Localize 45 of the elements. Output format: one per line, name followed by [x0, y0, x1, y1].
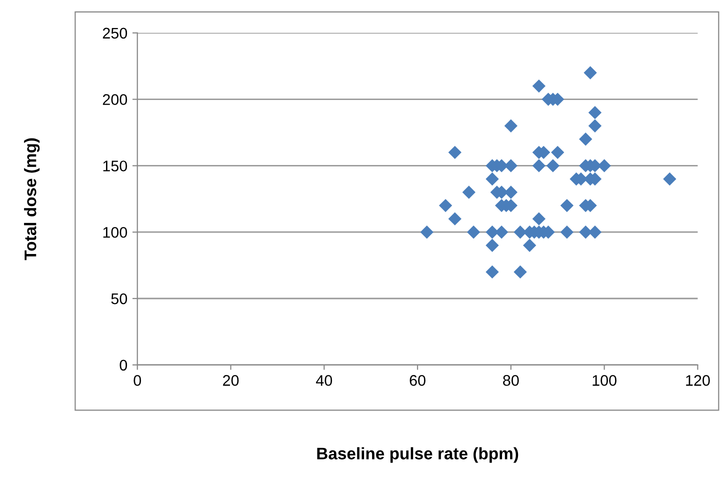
- x-tick-label: 100: [592, 375, 616, 386]
- y-tick-label: 100: [103, 226, 128, 238]
- x-tick-label: 80: [503, 375, 519, 386]
- point: [532, 159, 546, 172]
- point: [584, 66, 597, 80]
- x-tick-label: 60: [410, 375, 426, 386]
- point: [486, 172, 499, 186]
- point: [514, 265, 527, 279]
- y-tick-label: 200: [102, 94, 128, 105]
- point: [579, 132, 592, 146]
- point: [598, 159, 611, 172]
- x-tick-label: 20: [223, 375, 239, 386]
- y-tick-label: 0: [120, 360, 128, 371]
- y-axis-title: Total dose (mg): [24, 138, 40, 260]
- point: [438, 198, 452, 212]
- point: [448, 146, 462, 160]
- point: [462, 186, 476, 199]
- point: [588, 226, 602, 239]
- point: [466, 226, 480, 239]
- point: [486, 238, 499, 252]
- x-tick-label: 40: [316, 375, 332, 386]
- y-tick-label: 150: [103, 160, 128, 172]
- point: [486, 265, 499, 279]
- point: [448, 212, 462, 226]
- point: [532, 212, 546, 226]
- point: [532, 79, 546, 93]
- x-axis-title: Baseline pulse rate (bpm): [317, 447, 518, 463]
- point: [504, 119, 518, 132]
- point: [560, 226, 574, 239]
- point: [504, 159, 518, 172]
- point: [504, 186, 518, 199]
- point: [560, 198, 574, 212]
- x-tick-label: 120: [686, 375, 710, 386]
- point: [546, 159, 560, 172]
- point: [523, 238, 536, 252]
- point: [494, 226, 508, 239]
- point: [588, 106, 602, 120]
- point: [588, 119, 602, 132]
- x-tick-label: 0: [134, 375, 142, 386]
- point: [663, 172, 676, 186]
- y-tick-label: 250: [102, 28, 128, 39]
- point: [579, 226, 592, 239]
- y-tick-label: 50: [111, 293, 128, 304]
- point: [551, 146, 564, 160]
- point: [420, 226, 434, 239]
